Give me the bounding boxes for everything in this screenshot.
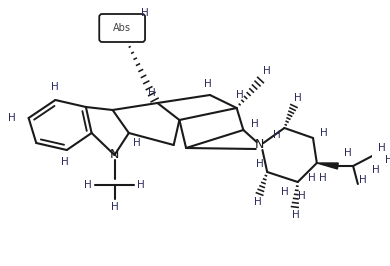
Text: H: H: [141, 8, 149, 18]
Text: H: H: [320, 128, 327, 138]
Text: H: H: [111, 202, 119, 212]
Polygon shape: [317, 163, 338, 169]
Text: H: H: [236, 90, 243, 100]
Text: Abs: Abs: [113, 23, 131, 33]
Text: H: H: [308, 173, 316, 183]
Text: H: H: [51, 82, 59, 92]
Text: H: H: [84, 180, 92, 190]
Text: H: H: [378, 143, 386, 153]
Text: H: H: [263, 66, 271, 76]
Text: H: H: [251, 119, 259, 129]
Text: H: H: [61, 157, 69, 167]
Text: H: H: [294, 93, 301, 103]
FancyBboxPatch shape: [99, 14, 145, 42]
Text: H: H: [256, 159, 263, 169]
Text: H: H: [280, 187, 288, 197]
Text: H: H: [344, 148, 352, 158]
Text: H: H: [137, 180, 145, 190]
Text: N: N: [110, 148, 119, 161]
Text: H: H: [319, 173, 326, 183]
Text: H: H: [292, 210, 300, 220]
Text: H: H: [148, 88, 156, 98]
Text: H: H: [204, 79, 212, 89]
Text: H: H: [133, 138, 140, 148]
Text: N: N: [255, 139, 264, 152]
Text: H: H: [372, 165, 380, 175]
Text: H: H: [298, 191, 305, 201]
Text: H: H: [273, 130, 281, 140]
Text: H: H: [254, 197, 262, 207]
Text: H: H: [385, 155, 390, 165]
Text: H: H: [359, 175, 367, 185]
Text: H: H: [7, 113, 15, 123]
